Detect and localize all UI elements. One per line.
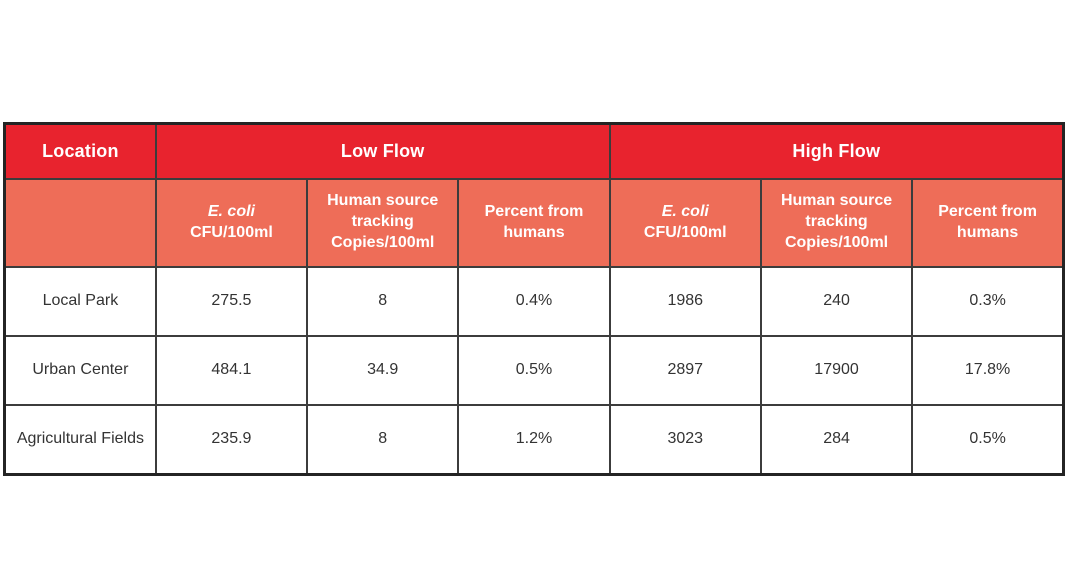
cell-low-percent: 0.5% bbox=[457, 334, 611, 406]
row-location-local-park: Local Park bbox=[3, 265, 157, 337]
cell-low-ecoli: 484.1 bbox=[154, 334, 309, 406]
ecoli-unit-label: CFU/100ml bbox=[643, 223, 727, 241]
cell-high-percent: 17.8% bbox=[911, 334, 1065, 406]
row-location-urban-center: Urban Center bbox=[3, 334, 157, 406]
water-quality-table: Location Low Flow High Flow E. coli CFU/1… bbox=[3, 122, 1065, 476]
subheader-empty bbox=[3, 177, 157, 268]
cell-low-percent: 0.4% bbox=[457, 265, 611, 337]
header-low-flow: Low Flow bbox=[154, 122, 611, 180]
cell-high-ecoli: 3023 bbox=[608, 403, 762, 476]
cell-high-hst: 284 bbox=[759, 403, 914, 476]
ecoli-italic-label: E. coli bbox=[207, 202, 255, 220]
subheader-high-ecoli: E. coli CFU/100ml bbox=[608, 177, 762, 268]
subheader-low-hst: Human source tracking Copies/100ml bbox=[306, 177, 460, 268]
cell-high-ecoli: 1986 bbox=[608, 265, 762, 337]
table-row: Urban Center 484.1 34.9 0.5% 2897 17900 … bbox=[3, 334, 1065, 406]
cell-high-hst: 17900 bbox=[759, 334, 914, 406]
cell-high-percent: 0.3% bbox=[911, 265, 1065, 337]
subheader-high-hst: Human source tracking Copies/100ml bbox=[759, 177, 914, 268]
table-row: Local Park 275.5 8 0.4% 1986 240 0.3% bbox=[3, 265, 1065, 337]
cell-low-ecoli: 235.9 bbox=[154, 403, 309, 476]
table-subheader-row: E. coli CFU/100ml Human source tracking C… bbox=[3, 177, 1065, 268]
cell-low-hst: 8 bbox=[306, 265, 460, 337]
subheader-low-ecoli: E. coli CFU/100ml bbox=[154, 177, 309, 268]
ecoli-unit-label: CFU/100ml bbox=[190, 223, 273, 241]
cell-low-ecoli: 275.5 bbox=[154, 265, 309, 337]
subheader-high-percent: Percent from humans bbox=[911, 177, 1065, 268]
subheader-low-percent: Percent from humans bbox=[457, 177, 611, 268]
ecoli-italic-label: E. coli bbox=[661, 202, 709, 220]
table-row: Agricultural Fields 235.9 8 1.2% 3023 28… bbox=[3, 403, 1065, 476]
cell-low-hst: 34.9 bbox=[306, 334, 460, 406]
header-location: Location bbox=[3, 122, 157, 180]
table-header-group-row: Location Low Flow High Flow bbox=[3, 122, 1065, 180]
row-location-agricultural-fields: Agricultural Fields bbox=[3, 403, 157, 476]
cell-high-percent: 0.5% bbox=[911, 403, 1065, 476]
cell-low-hst: 8 bbox=[306, 403, 460, 476]
header-high-flow: High Flow bbox=[608, 122, 1065, 180]
cell-high-hst: 240 bbox=[759, 265, 914, 337]
cell-low-percent: 1.2% bbox=[457, 403, 611, 476]
cell-high-ecoli: 2897 bbox=[608, 334, 762, 406]
